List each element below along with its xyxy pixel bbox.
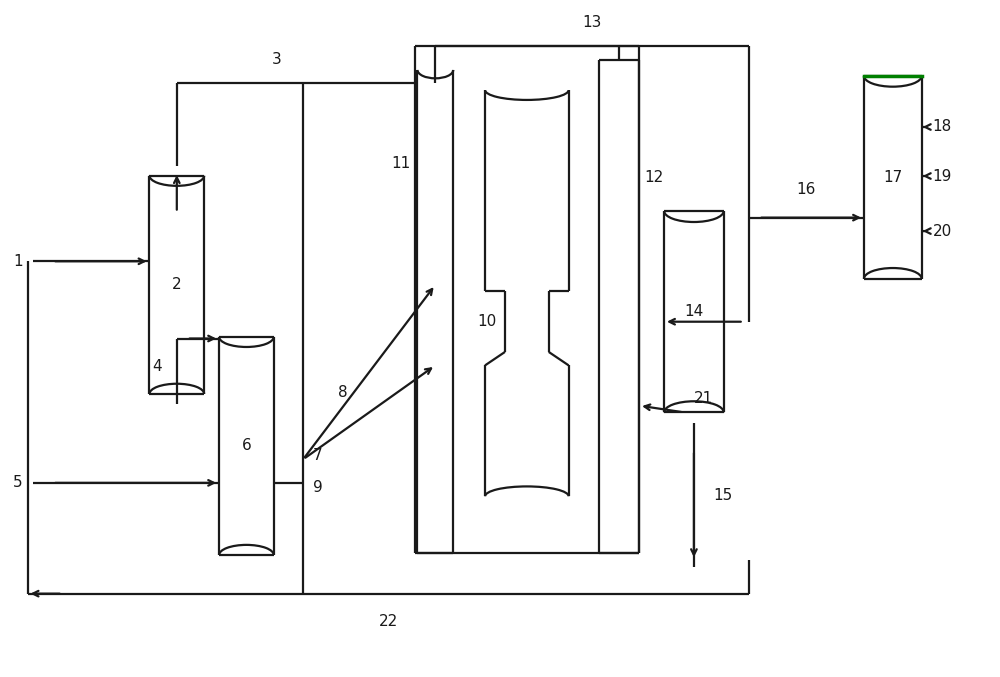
Text: 19: 19 (933, 169, 952, 183)
Text: 18: 18 (933, 120, 952, 135)
Text: 2: 2 (172, 278, 182, 292)
Text: 3: 3 (271, 51, 281, 66)
Text: 22: 22 (378, 614, 398, 629)
Text: 13: 13 (582, 15, 602, 30)
Text: 15: 15 (714, 487, 733, 502)
Text: 4: 4 (152, 359, 162, 374)
Text: 5: 5 (13, 475, 23, 490)
Text: 1: 1 (13, 254, 23, 269)
Text: 16: 16 (797, 183, 816, 198)
Text: 7: 7 (313, 447, 323, 462)
Text: 17: 17 (883, 170, 902, 185)
Text: 8: 8 (338, 385, 348, 399)
Text: 12: 12 (644, 170, 663, 185)
Text: 20: 20 (933, 223, 952, 238)
Text: 6: 6 (242, 439, 251, 454)
Text: 9: 9 (313, 479, 323, 494)
Text: 10: 10 (477, 314, 497, 329)
Text: 21: 21 (694, 391, 713, 406)
Text: 14: 14 (684, 304, 704, 319)
Text: 11: 11 (391, 156, 411, 171)
